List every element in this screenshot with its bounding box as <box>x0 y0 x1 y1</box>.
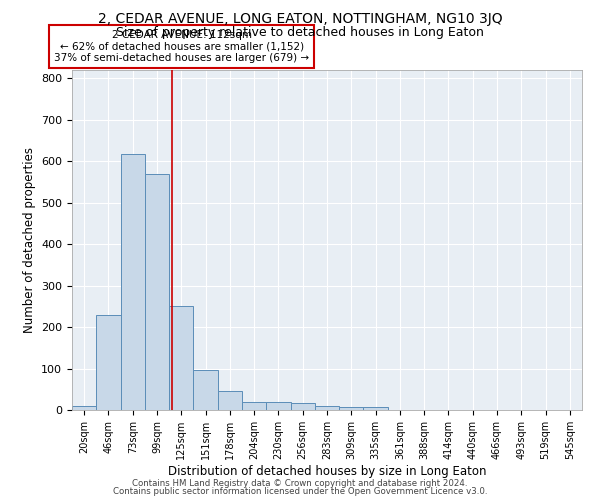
Bar <box>266 402 290 410</box>
X-axis label: Distribution of detached houses by size in Long Eaton: Distribution of detached houses by size … <box>168 464 486 477</box>
Bar <box>315 406 339 410</box>
Text: 2, CEDAR AVENUE, LONG EATON, NOTTINGHAM, NG10 3JQ: 2, CEDAR AVENUE, LONG EATON, NOTTINGHAM,… <box>98 12 502 26</box>
Bar <box>169 306 193 410</box>
Y-axis label: Number of detached properties: Number of detached properties <box>23 147 35 333</box>
Bar <box>218 390 242 410</box>
Text: Contains HM Land Registry data © Crown copyright and database right 2024.: Contains HM Land Registry data © Crown c… <box>132 478 468 488</box>
Bar <box>145 174 169 410</box>
Bar <box>72 406 96 410</box>
Text: 2 CEDAR AVENUE: 112sqm
← 62% of detached houses are smaller (1,152)
37% of semi-: 2 CEDAR AVENUE: 112sqm ← 62% of detached… <box>54 30 309 63</box>
Text: Contains public sector information licensed under the Open Government Licence v3: Contains public sector information licen… <box>113 487 487 496</box>
Bar <box>96 316 121 410</box>
Bar <box>193 370 218 410</box>
Bar <box>364 406 388 410</box>
Text: Size of property relative to detached houses in Long Eaton: Size of property relative to detached ho… <box>116 26 484 39</box>
Bar <box>290 402 315 410</box>
Bar <box>242 402 266 410</box>
Bar <box>121 154 145 410</box>
Bar <box>339 406 364 410</box>
